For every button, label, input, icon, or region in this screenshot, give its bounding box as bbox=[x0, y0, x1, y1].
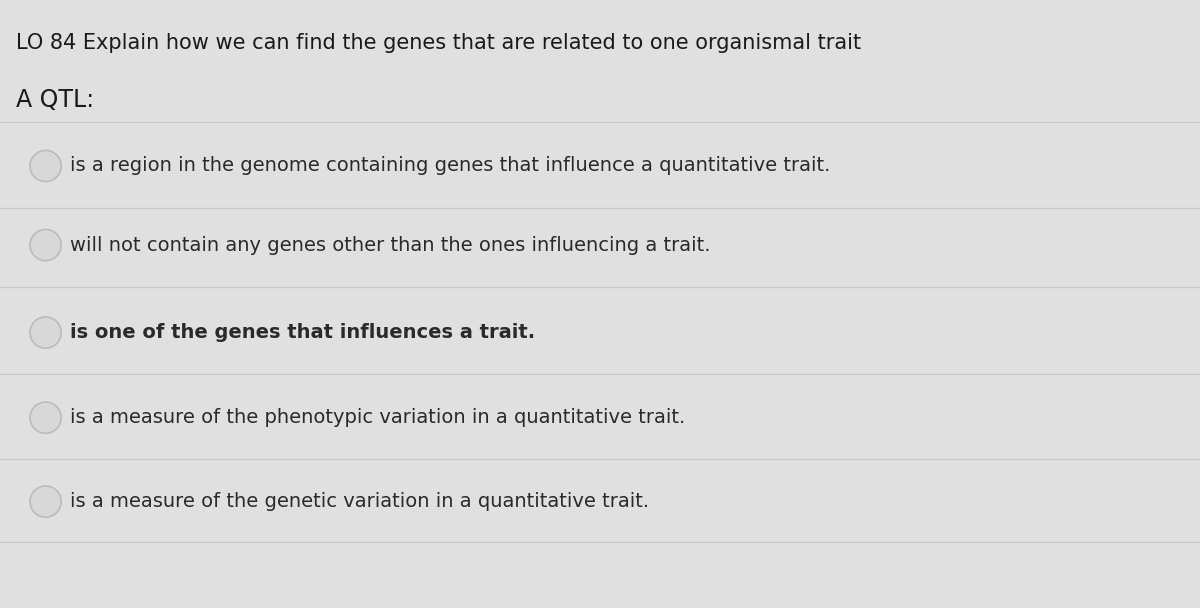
Ellipse shape bbox=[30, 486, 61, 517]
Ellipse shape bbox=[30, 229, 61, 261]
Text: A QTL:: A QTL: bbox=[16, 88, 94, 112]
Text: will not contain any genes other than the ones influencing a trait.: will not contain any genes other than th… bbox=[70, 235, 710, 255]
Ellipse shape bbox=[30, 150, 61, 182]
Text: LO 84 Explain how we can find the genes that are related to one organismal trait: LO 84 Explain how we can find the genes … bbox=[16, 33, 860, 54]
Text: is a measure of the genetic variation in a quantitative trait.: is a measure of the genetic variation in… bbox=[70, 492, 649, 511]
Text: is a measure of the phenotypic variation in a quantitative trait.: is a measure of the phenotypic variation… bbox=[70, 408, 685, 427]
Ellipse shape bbox=[30, 317, 61, 348]
Text: is one of the genes that influences a trait.: is one of the genes that influences a tr… bbox=[70, 323, 535, 342]
Text: is a region in the genome containing genes that influence a quantitative trait.: is a region in the genome containing gen… bbox=[70, 156, 830, 176]
Ellipse shape bbox=[30, 402, 61, 434]
